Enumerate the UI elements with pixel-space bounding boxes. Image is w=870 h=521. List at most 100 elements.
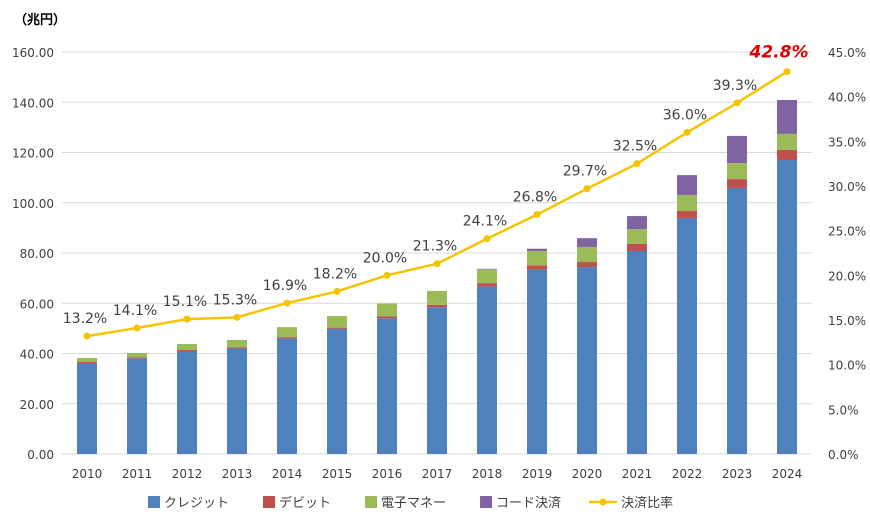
data-label: 21.3% [413,239,457,255]
bar-segment [677,211,697,219]
line-point [183,315,191,323]
line-point [283,299,291,307]
line-point [333,287,341,295]
x-tick-label: 2014 [272,467,303,481]
bar-segment [777,133,797,150]
y2-tick-label: 0.0% [828,448,859,462]
y2-tick-label: 35.0% [828,135,866,149]
bar-segment [327,327,347,329]
line-point [83,332,91,340]
data-label: 16.9% [263,278,307,294]
x-tick-label: 2012 [172,467,203,481]
x-tick-label: 2017 [422,467,453,481]
bar-segment [577,246,597,263]
data-label: 15.3% [213,292,257,308]
y-tick-label: 0.00 [27,448,54,462]
bar-segment [677,218,697,454]
data-label: 29.7% [563,164,607,180]
legend-marker [599,498,607,506]
legend-swatch [480,496,493,508]
data-label: 18.2% [313,266,357,282]
line-point [383,271,391,279]
legend-label: デビット [279,495,331,511]
y-tick-label: 100.00 [12,197,54,211]
bar-segment [477,269,497,284]
y2-tick-label: 15.0% [828,314,866,328]
bar-segment [527,269,547,454]
bar-segment [577,267,597,454]
x-tick-label: 2016 [372,467,403,481]
bar-segment [277,338,297,454]
x-tick-label: 2022 [672,467,703,481]
bar-segment [777,149,797,161]
bar-segment [627,216,647,230]
y-tick-label: 60.00 [20,297,54,311]
data-label: 39.3% [713,78,757,94]
bar-segment [627,229,647,244]
data-label: 26.8% [513,190,557,206]
bar-segment [177,343,197,350]
bar-segment [527,250,547,266]
bar-segment [377,303,397,317]
bar-segment [327,316,347,328]
bar-segment [527,248,547,251]
bar-segment [77,362,97,364]
line-point [633,160,641,168]
data-label: 14.1% [113,303,157,319]
legend-swatch [148,496,160,508]
legend-label: クレジット [164,496,229,511]
bar-segment [227,339,247,348]
data-label: 15.1% [163,294,207,310]
bar-segment [777,99,797,134]
bar-segment [527,265,547,270]
line-point [233,313,241,321]
data-label: 32.5% [613,139,657,155]
bar-segment [477,286,497,454]
bar-segment [77,358,97,363]
x-tick-label: 2011 [122,467,153,481]
bar-segment [127,352,147,358]
bar-segment [777,160,797,454]
x-tick-label: 2015 [322,467,353,481]
bar-segment [477,283,497,287]
legend-label: 決済比率 [621,495,673,511]
bar-segment [227,347,247,349]
bar-segment [627,243,647,251]
y-tick-label: 120.00 [12,147,54,161]
x-tick-label: 2024 [772,467,803,481]
bar-segment [727,179,747,188]
y-tick-label: 140.00 [12,96,54,110]
line-point [483,235,491,243]
line-point [133,324,141,332]
bar-segment [577,262,597,268]
y2-tick-label: 25.0% [828,225,866,239]
y2-tick-label: 30.0% [828,180,866,194]
y2-tick-label: 45.0% [828,46,866,60]
bar-segment [427,304,447,308]
legend-swatch [365,496,378,508]
y-tick-label: 160.00 [12,46,54,60]
line-point [783,68,791,76]
y2-tick-label: 40.0% [828,91,866,105]
data-label: 24.1% [463,214,507,230]
x-tick-label: 2019 [522,467,553,481]
bar-segment [127,357,147,359]
y-tick-label: 80.00 [20,247,54,261]
bar-segment [127,358,147,454]
y-tick-label: 40.00 [20,348,54,362]
x-tick-label: 2023 [722,467,753,481]
bar-segment [277,327,297,338]
bar-segment [677,194,697,212]
bar-segment [277,337,297,339]
data-label: 36.0% [663,107,707,123]
bar-segment [477,268,497,270]
legend-label: コード決済 [496,495,561,511]
bar-segment [77,363,97,454]
bar-segment [627,250,647,454]
y2-tick-label: 5.0% [828,403,859,417]
bar-segment [227,348,247,454]
x-tick-label: 2013 [222,467,253,481]
bar-segment [727,163,747,180]
